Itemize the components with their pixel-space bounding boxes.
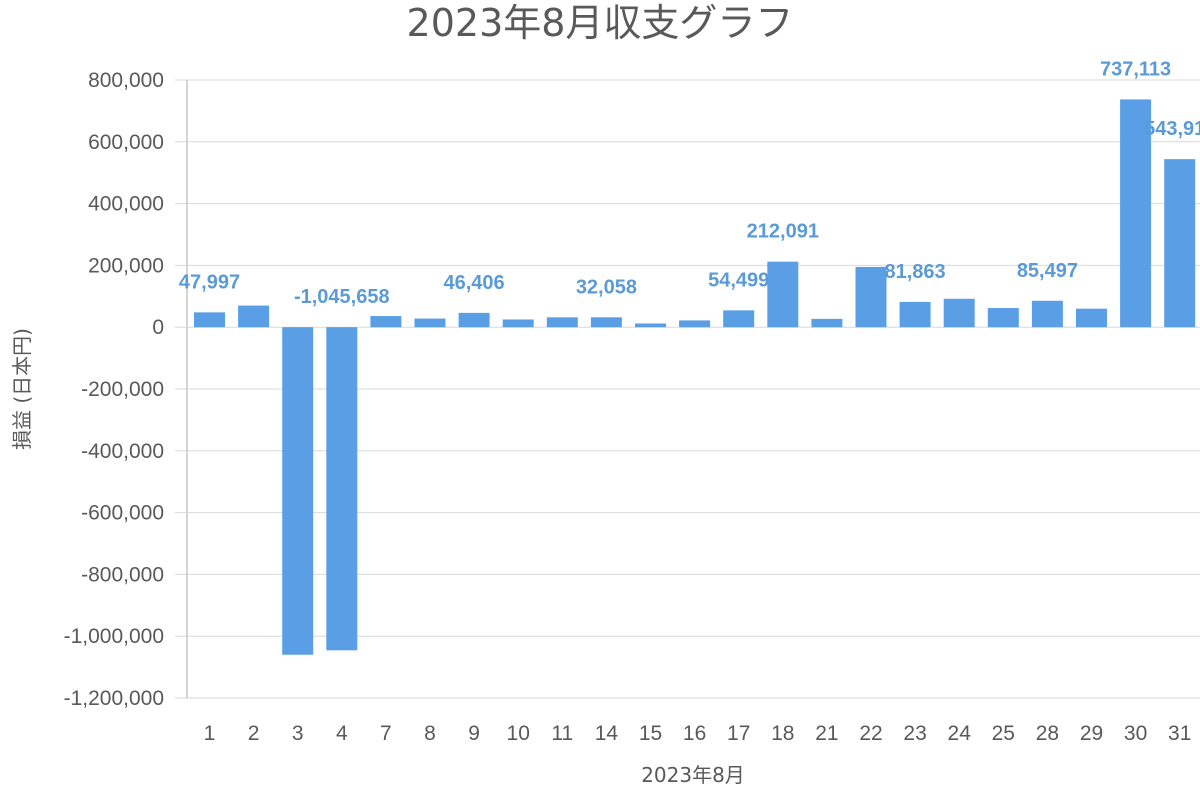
bars bbox=[194, 99, 1196, 655]
y-axis-label: 損益 (日本円) bbox=[10, 328, 34, 450]
x-tick-label: 22 bbox=[859, 722, 882, 745]
x-tick-label: 11 bbox=[551, 722, 573, 745]
bar bbox=[546, 317, 578, 328]
data-label: 54,499 bbox=[708, 269, 769, 291]
data-label: 85,497 bbox=[1017, 260, 1078, 282]
x-tick-label: 29 bbox=[1080, 722, 1103, 745]
bar bbox=[1076, 308, 1107, 328]
bar bbox=[238, 305, 270, 328]
x-tick-label: 10 bbox=[507, 722, 530, 745]
data-labels: 47,997 -1,045,658 46,406 32,058 54,499 212,09… bbox=[179, 58, 1200, 308]
y-axis-ticks: 800,000 600,000 400,000 200,000 0 -200,000 -40… bbox=[64, 69, 164, 710]
y-tick-label: -600,000 bbox=[81, 502, 164, 525]
x-tick-label: 30 bbox=[1124, 722, 1147, 745]
bar bbox=[767, 261, 799, 328]
y-tick-label: 800,000 bbox=[88, 69, 164, 92]
x-tick-label: 2 bbox=[248, 722, 260, 745]
y-tick-label: 400,000 bbox=[88, 193, 164, 216]
chart-title: 2023年8月収支グラフ bbox=[407, 1, 794, 45]
y-tick-label: 200,000 bbox=[88, 254, 164, 277]
bar bbox=[194, 312, 225, 328]
data-label: -1,045,658 bbox=[294, 286, 390, 308]
x-tick-label: 18 bbox=[771, 722, 794, 745]
x-tick-label: 7 bbox=[380, 722, 392, 745]
bar bbox=[414, 318, 446, 328]
x-axis-ticks: 1 2 3 4 7 8 9 10 11 14 15 16 17 18 21 22 23 24 25 28 29 30 31 bbox=[204, 722, 1192, 745]
data-label: 737,113 bbox=[1100, 58, 1171, 80]
data-label: 46,406 bbox=[444, 272, 505, 294]
data-label: 47,997 bbox=[179, 271, 240, 293]
x-tick-label: 4 bbox=[336, 722, 348, 745]
bar bbox=[1031, 300, 1063, 328]
data-label: 543,911 bbox=[1144, 118, 1200, 140]
y-tick-label: -1,200,000 bbox=[64, 687, 164, 710]
data-label: 212,091 bbox=[747, 221, 819, 243]
x-tick-label: 25 bbox=[992, 722, 1015, 745]
x-tick-label: 9 bbox=[468, 722, 480, 745]
bar bbox=[458, 312, 490, 328]
x-axis-label: 2023年8月 bbox=[641, 763, 745, 787]
bar bbox=[679, 320, 711, 328]
bar bbox=[723, 310, 755, 328]
bar bbox=[1164, 159, 1196, 328]
bar bbox=[811, 318, 843, 328]
bar bbox=[635, 323, 666, 328]
bar bbox=[502, 319, 534, 328]
y-tick-label: -1,000,000 bbox=[64, 625, 164, 648]
x-tick-label: 3 bbox=[292, 722, 304, 745]
x-tick-label: 21 bbox=[815, 722, 838, 745]
x-tick-label: 24 bbox=[948, 722, 972, 745]
x-tick-label: 8 bbox=[424, 722, 436, 745]
x-tick-label: 1 bbox=[204, 722, 216, 745]
x-tick-label: 28 bbox=[1036, 722, 1059, 745]
bar bbox=[326, 327, 358, 651]
y-tick-label: -200,000 bbox=[81, 378, 164, 401]
bar bbox=[370, 316, 402, 328]
bar bbox=[899, 301, 931, 328]
bar bbox=[590, 317, 622, 328]
y-tick-label: -400,000 bbox=[81, 440, 164, 463]
x-tick-label: 17 bbox=[727, 722, 750, 745]
bar bbox=[855, 266, 887, 328]
bar bbox=[987, 308, 1019, 328]
y-tick-label: -800,000 bbox=[81, 563, 164, 586]
x-tick-label: 15 bbox=[639, 722, 662, 745]
data-label: 81,863 bbox=[885, 261, 946, 283]
bar bbox=[1120, 99, 1152, 328]
bar bbox=[943, 298, 975, 328]
x-tick-label: 31 bbox=[1168, 722, 1191, 745]
data-label: 32,058 bbox=[576, 276, 637, 298]
bar bbox=[282, 327, 314, 655]
y-tick-label: 600,000 bbox=[88, 131, 164, 154]
x-tick-label: 14 bbox=[595, 722, 619, 745]
x-tick-label: 16 bbox=[683, 722, 706, 745]
y-tick-label: 0 bbox=[152, 316, 164, 339]
x-tick-label: 23 bbox=[903, 722, 926, 745]
